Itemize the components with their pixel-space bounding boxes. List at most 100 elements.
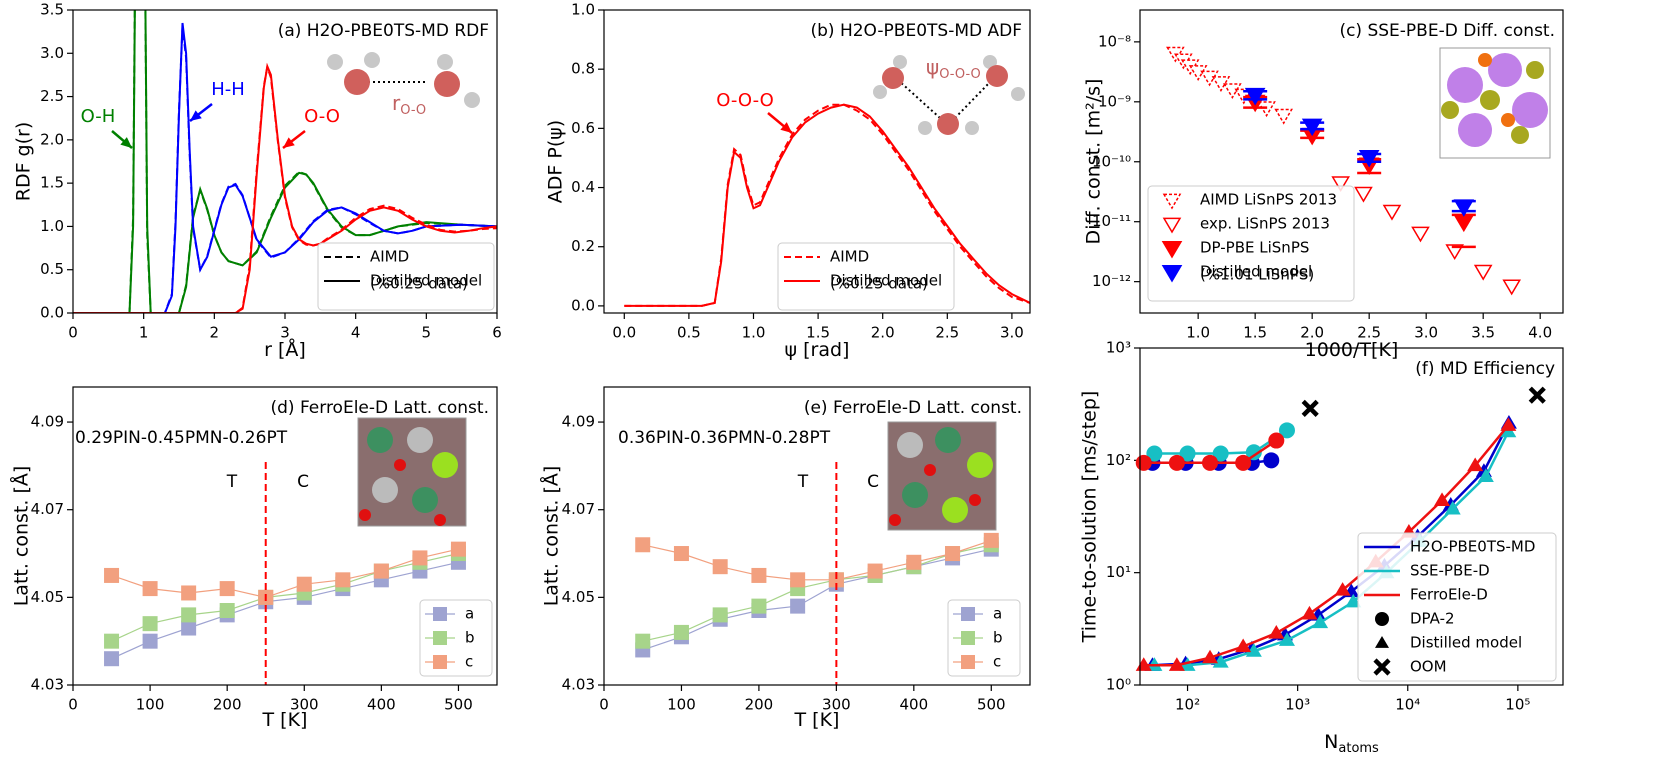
- atom-s: [1526, 61, 1544, 79]
- panel-title: (a) H2O-PBE0TS-MD RDF: [278, 21, 489, 41]
- panel-title: (b) H2O-PBE0TS-MD ADF: [811, 21, 1023, 41]
- legend-label: Distilled model: [1200, 263, 1312, 281]
- point: [1168, 657, 1185, 671]
- legend-label: c: [465, 653, 473, 671]
- x-tick-label: 10²: [1175, 696, 1200, 714]
- point: [104, 651, 120, 667]
- annotation: O-O: [304, 106, 340, 127]
- atom-h: [327, 54, 343, 70]
- legend-marker: [1161, 264, 1183, 283]
- series-line: [111, 548, 459, 599]
- point: [1268, 625, 1285, 639]
- y-tick-label: 1.0: [571, 1, 595, 19]
- legend-marker: [1375, 612, 1389, 626]
- legend-label: AIMD LiSnPS 2013: [1200, 191, 1337, 209]
- x-tick-label: 0: [68, 324, 78, 342]
- legend-label: H2O-PBE0TS-MD: [1410, 538, 1535, 556]
- atom-s: [1441, 101, 1459, 119]
- atom: [967, 452, 993, 478]
- y-tick-label: 10⁰: [1106, 676, 1131, 694]
- point: [142, 581, 158, 597]
- point: [1473, 264, 1493, 281]
- legend-label: FerroEle-D: [1410, 586, 1488, 604]
- y-tick-label: 4.07: [562, 500, 595, 518]
- point: [1453, 199, 1475, 217]
- point: [1467, 457, 1484, 472]
- inset-label: ψO-O-O: [926, 55, 981, 82]
- atom-p: [1478, 53, 1492, 67]
- y-tick-label: 4.09: [31, 413, 64, 431]
- x-axis-label-main: ψ [rad]: [785, 339, 850, 361]
- atom-li: [1447, 67, 1483, 103]
- point: [790, 598, 806, 614]
- point: [1263, 452, 1280, 469]
- x-axis-label-main: r [Å]: [264, 338, 306, 361]
- inset-perovskite-e: [887, 421, 997, 531]
- point: [1268, 432, 1285, 449]
- atom: [359, 509, 371, 521]
- y-tick-label: 0.6: [571, 119, 595, 137]
- panel-title: (e) FerroEle-D Latt. const.: [804, 398, 1022, 418]
- point: [983, 532, 999, 548]
- point: [181, 620, 197, 636]
- x-axis-label-main: T [K]: [794, 709, 840, 731]
- y-axis-label: Latt. const. [Å]: [10, 466, 33, 607]
- atom: [924, 464, 936, 476]
- point: [1202, 649, 1219, 664]
- point: [1202, 454, 1219, 471]
- series-line: [642, 548, 992, 651]
- atom-h: [1011, 87, 1025, 101]
- x-tick-label: 2.0: [1300, 324, 1324, 342]
- point: [1444, 500, 1461, 515]
- point: [1146, 445, 1163, 462]
- arrow-head: [283, 137, 295, 148]
- point: [1235, 638, 1252, 653]
- atom: [969, 494, 981, 506]
- series-line: [1143, 424, 1510, 667]
- legend-label: AIMD: [830, 248, 869, 266]
- legend-label: b: [465, 629, 475, 647]
- y-axis-label: Latt. const. [Å]: [540, 466, 563, 607]
- legend-label: OOM: [1410, 658, 1447, 676]
- legend-marker: [961, 655, 975, 669]
- atom-o: [344, 69, 370, 95]
- atom: [407, 427, 433, 453]
- legend-marker: [961, 607, 975, 621]
- legend-label: Distilled model: [830, 272, 942, 290]
- point: [1434, 492, 1451, 506]
- x-tick-label: 0: [599, 696, 609, 714]
- atom: [434, 514, 446, 526]
- legend-label: (%1.01 LiSnPS): [1200, 266, 1314, 284]
- legend-label: exp. LiSnPS 2013: [1200, 215, 1330, 233]
- x-tick-label: 1.5: [806, 324, 830, 342]
- point: [1502, 279, 1522, 296]
- point: [1212, 654, 1229, 668]
- point: [673, 624, 689, 640]
- y-tick-label: 0.4: [571, 178, 595, 196]
- aimd-line: [624, 103, 1030, 307]
- legend-marker: [1373, 658, 1391, 676]
- atom-h: [983, 55, 997, 69]
- y-tick-label: 10⁻⁸: [1098, 32, 1131, 50]
- atom: [367, 427, 393, 453]
- point: [1278, 422, 1295, 439]
- annotation: H-H: [211, 79, 245, 100]
- bond-line: [954, 79, 993, 119]
- phase-label: C: [867, 472, 879, 492]
- legend-label: Distilled model: [1410, 634, 1522, 652]
- atom-p: [1501, 113, 1515, 127]
- x-tick-label: 0.0: [612, 324, 636, 342]
- atom-li: [1458, 113, 1492, 147]
- legend-marker: [961, 631, 975, 645]
- arrow-head: [190, 110, 202, 121]
- plot-area: [73, 10, 497, 313]
- x-axis-label-main: 1000/T[K]: [1305, 339, 1399, 361]
- phase-label: T: [226, 472, 238, 492]
- atom: [889, 514, 901, 526]
- x-tick-label: 2.5: [935, 324, 959, 342]
- arrow-head: [120, 137, 132, 148]
- legend-label: DP-PBE LiSnPS: [1200, 239, 1309, 257]
- atom: [372, 477, 398, 503]
- x-tick-label: 400: [899, 696, 928, 714]
- legend-label: a: [465, 605, 474, 623]
